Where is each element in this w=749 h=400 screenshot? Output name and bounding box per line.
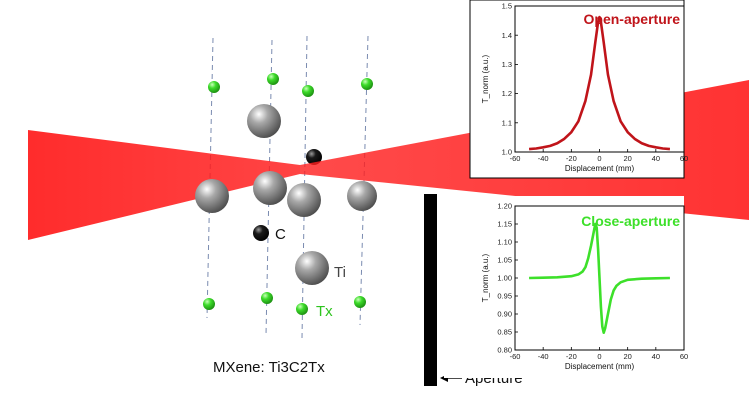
open-plot-frame: [514, 5, 685, 153]
open-y-tick-label: 1.4: [502, 31, 512, 40]
open-aperture-chart: -60 -40 -20 0 20 40 60 1.0 1.1 1.2 1.3 1.4 1.5 Displa…: [481, 2, 688, 173]
close-chart-title: Close-aperture: [581, 213, 680, 229]
tx-atom: [354, 296, 366, 308]
close-x-axis-label: Displacement (mm): [565, 362, 635, 371]
c-atom: [253, 225, 269, 241]
ti-atom: [295, 251, 329, 285]
tx-label: Tx: [316, 303, 333, 320]
open-x-tick-label: 60: [680, 154, 688, 163]
open-x-tick-label: -20: [566, 154, 577, 163]
tx-atom: [203, 298, 215, 310]
open-y-tick-label: 1.1: [502, 118, 512, 127]
close-y-tick-label: 1.10: [497, 238, 512, 247]
close-y-tick-label: 1.20: [497, 202, 512, 211]
ti-atom: [253, 171, 287, 205]
open-y-tick-label: 1.5: [502, 2, 512, 11]
open-y-axis-label: T_norm (a.u.): [481, 54, 490, 103]
close-y-tick-label: 0.95: [497, 292, 512, 301]
tx-atom: [261, 292, 273, 304]
ti-atom: [287, 183, 321, 217]
atoms: [195, 73, 377, 315]
tx-atom: [361, 78, 373, 90]
open-y-tick-label: 1.2: [502, 89, 512, 98]
mxene-caption: MXene: Ti3C2Tx: [213, 359, 325, 376]
tx-atom: [267, 73, 279, 85]
aperture-bar: [424, 194, 437, 386]
c-atom: [306, 149, 322, 165]
close-x-tick-label: -60: [510, 352, 521, 361]
ti-atom: [347, 181, 377, 211]
close-x-tick-label: 40: [652, 352, 660, 361]
open-x-tick-label: 40: [652, 154, 660, 163]
close-aperture-panel: -60 -40 -20 0 20 40 60 0.80 0.85 0.90 0.95 1.00 1.05…: [444, 196, 688, 378]
close-x-tick-label: -40: [538, 352, 549, 361]
open-chart-title: Open-aperture: [584, 11, 681, 27]
close-y-tick-label: 1.00: [497, 274, 512, 283]
close-y-tick-label: 0.85: [497, 328, 512, 337]
close-aperture-chart: -60 -40 -20 0 20 40 60 0.80 0.85 0.90 0.95 1.00 1.05…: [481, 202, 688, 371]
close-y-tick-label: 1.05: [497, 256, 512, 265]
open-x-tick-label: 0: [597, 154, 601, 163]
close-y-axis-label: T_norm (a.u.): [481, 253, 490, 302]
close-x-tick-label: 20: [623, 352, 631, 361]
close-x-tick-label: -20: [566, 352, 577, 361]
open-y-tick-label: 1.3: [502, 60, 512, 69]
laser-beam-left: [28, 130, 300, 240]
close-y-tick-label: 1.15: [497, 220, 512, 229]
close-data-curve: [529, 222, 670, 335]
close-x-tick-label: 0: [597, 352, 601, 361]
ti-atom: [247, 104, 281, 138]
close-x-tick-label: 60: [680, 352, 688, 361]
tx-atom: [208, 81, 220, 93]
open-aperture-panel: -60 -40 -20 0 20 40 60 1.0 1.1 1.2 1.3 1.4 1.5 Displa…: [469, 0, 688, 179]
tx-atom: [296, 303, 308, 315]
open-data-curve: [528, 15, 671, 151]
tx-atom: [302, 85, 314, 97]
close-y-tick-label: 0.90: [497, 310, 512, 319]
open-y-tick-label: 1.0: [502, 148, 512, 157]
ti-label: Ti: [334, 264, 346, 281]
close-y-tick-label: 0.80: [497, 346, 512, 355]
open-x-tick-label: 20: [623, 154, 631, 163]
open-x-axis-label: Displacement (mm): [565, 164, 635, 173]
c-label: C: [275, 226, 286, 243]
caption-prefix: MXene:: [213, 359, 269, 376]
open-x-tick-label: -40: [538, 154, 549, 163]
open-x-tick-label: -60: [510, 154, 521, 163]
ti-atom: [195, 179, 229, 213]
caption-formula: Ti3C2Tx: [269, 359, 326, 376]
